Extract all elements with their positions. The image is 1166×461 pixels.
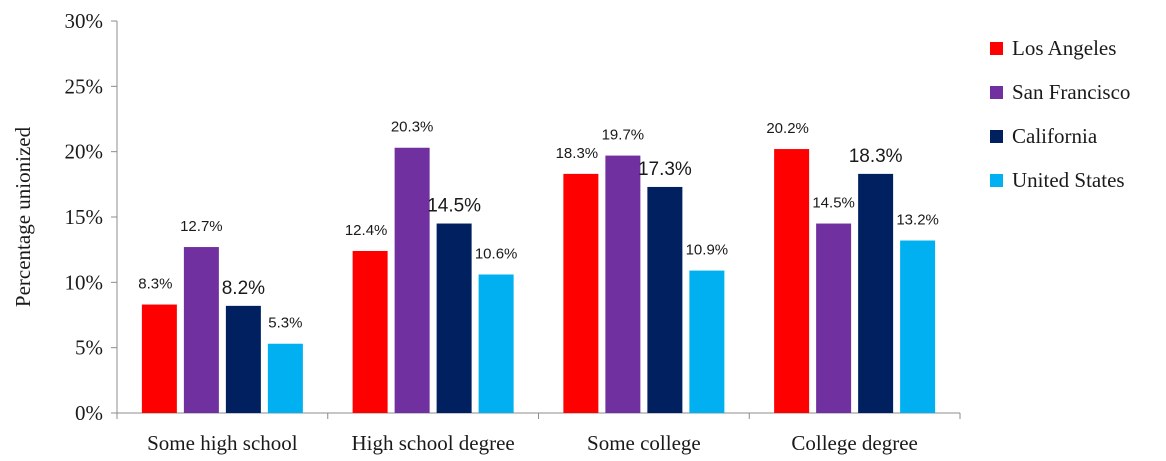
data-label: 12.7% [180,218,223,235]
data-label: 14.5% [427,196,481,217]
data-label: 14.5% [812,195,855,212]
bar [478,274,514,413]
bar [436,223,472,413]
data-label: 18.3% [556,145,599,162]
legend-swatch [990,42,1003,55]
bar [225,305,261,413]
bar [647,186,683,413]
data-label: 10.9% [686,242,729,259]
y-tick-label: 30% [65,9,104,33]
bar [267,343,303,413]
y-tick-label: 10% [65,270,104,294]
bar [141,304,177,413]
bar [352,250,388,413]
legend-label: California [1012,124,1098,148]
data-label: 17.3% [638,159,692,180]
bar [605,155,641,413]
bars [141,147,936,413]
data-label: 8.2% [222,278,265,299]
data-label: 18.3% [849,146,903,167]
y-axis: 0% 5% 10% 15% 20% 25% 30% [65,9,118,425]
x-category-label: Some high school [147,431,298,455]
y-tick-label: 15% [65,205,104,229]
data-label: 20.2% [766,120,809,137]
bar [774,149,810,413]
bar [689,270,725,413]
data-labels: 8.3% 12.7% 8.2%5.3% 12.4% 20.3% 14.5% 10.6% 18.… [138,119,939,332]
y-tick-label: 5% [75,336,103,360]
data-label: 8.3% [138,276,172,293]
legend: Los Angeles San Francisco California United… [990,36,1130,192]
legend-swatch [990,86,1003,99]
y-tick-label: 25% [65,74,104,98]
y-tick-label: 0% [75,401,103,425]
legend-swatch [990,130,1003,143]
legend-swatch [990,174,1003,187]
bar [183,247,219,413]
x-category-label: College degree [791,431,918,455]
bar [858,173,894,413]
y-tick-label: 20% [65,140,104,164]
data-label: 10.6% [475,245,518,262]
bar [394,147,430,413]
bar [563,173,599,413]
data-label: 12.4% [345,222,388,239]
x-category-label: High school degree [351,431,514,455]
data-label: 19.7% [602,127,645,144]
legend-label: San Francisco [1012,80,1130,104]
y-axis-label: Percentage unionized [11,126,35,307]
x-axis: Some high school High school degree Some c… [116,412,961,455]
legend-label: Los Angeles [1012,36,1116,60]
bar [816,223,852,413]
data-label: 5.3% [268,315,302,332]
legend-label: United States [1012,168,1125,192]
data-label: 13.2% [896,212,939,229]
data-label: 20.3% [391,119,434,136]
bar [900,240,936,413]
x-category-label: Some college [587,431,701,455]
